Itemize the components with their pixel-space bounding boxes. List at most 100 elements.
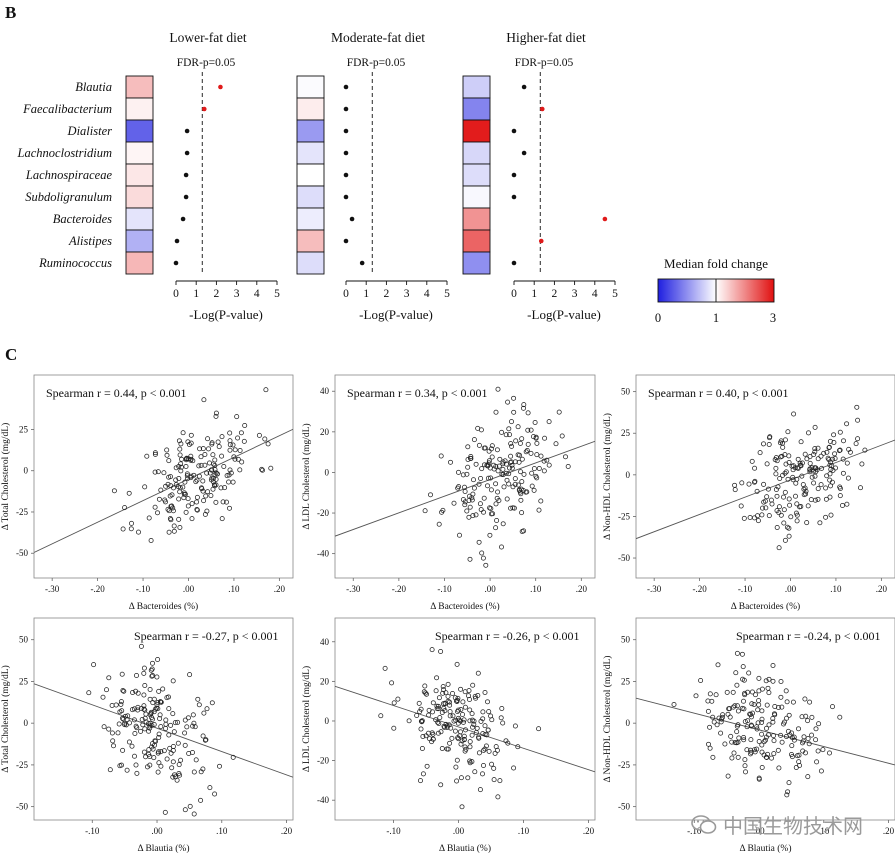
data-point <box>190 712 196 718</box>
data-point <box>120 688 126 693</box>
data-point <box>762 737 768 743</box>
data-point <box>188 432 194 438</box>
data-point <box>459 804 465 810</box>
data-point <box>237 467 243 473</box>
data-point <box>152 450 158 456</box>
data-point <box>467 739 473 745</box>
data-point <box>729 755 735 761</box>
data-point <box>171 523 177 529</box>
taxon-label-alistipes: Alistipes <box>68 234 112 248</box>
fdr-label: FDR-p=0.05 <box>515 57 574 69</box>
data-point <box>546 462 552 468</box>
data-point <box>476 442 482 448</box>
data-point <box>382 665 388 671</box>
data-point <box>142 683 148 688</box>
data-point <box>774 508 780 514</box>
data-point <box>219 453 225 459</box>
scatter-plot-1: -.30 -.20 -.10 .00 .10 .20 -50 -25 0 25 Δ Bacteroi… <box>0 374 294 612</box>
data-point <box>766 722 772 728</box>
data-point <box>786 460 792 465</box>
heatmap-cell <box>462 75 491 99</box>
y-tick-label: -25 <box>16 760 28 770</box>
point <box>343 238 349 244</box>
data-point <box>184 471 190 477</box>
heatmap-cell <box>462 141 491 165</box>
data-point <box>101 724 107 730</box>
data-point <box>143 719 149 725</box>
data-point <box>764 725 769 731</box>
data-point <box>155 657 161 662</box>
data-point <box>775 484 781 490</box>
data-point <box>433 717 439 723</box>
data-point <box>740 664 746 670</box>
y-tick-label: -25 <box>16 507 28 517</box>
data-point <box>129 520 134 526</box>
data-point <box>538 453 544 459</box>
data-point <box>161 470 167 476</box>
data-point <box>544 457 550 463</box>
data-point <box>844 421 850 427</box>
data-point <box>155 469 161 475</box>
data-point <box>754 724 760 730</box>
data-point <box>807 467 813 473</box>
taxon-label-lachnospiraceae: Lachnospiraceae <box>25 168 113 182</box>
point <box>521 150 527 156</box>
plot-area <box>34 387 293 553</box>
heatmap-cell <box>125 119 154 143</box>
plot-area <box>636 404 895 551</box>
data-point <box>510 505 516 511</box>
data-point <box>165 506 171 512</box>
data-point <box>716 715 722 721</box>
data-point <box>202 737 208 743</box>
data-point <box>496 463 502 469</box>
data-point <box>730 689 736 695</box>
data-point <box>473 461 479 467</box>
point <box>511 128 517 134</box>
data-point <box>781 721 786 727</box>
data-point <box>125 713 131 719</box>
data-point <box>434 706 440 712</box>
data-point <box>454 778 460 784</box>
scatter-plot-3: -.30 -.20 -.10 .00 .10 .20 -50 -25 0 25 50 Δ Bacter… <box>602 374 895 612</box>
data-point <box>756 702 762 708</box>
data-point <box>499 544 504 550</box>
data-point <box>178 441 184 447</box>
data-point <box>818 453 824 459</box>
data-point <box>119 708 125 714</box>
data-point <box>138 643 144 649</box>
x-tick-label: 1 <box>193 288 199 300</box>
x-tick-label: .00 <box>453 826 465 836</box>
data-point <box>553 441 559 447</box>
data-point <box>764 702 770 708</box>
data-point <box>790 699 796 705</box>
data-point <box>452 728 458 734</box>
data-point <box>204 470 210 476</box>
point <box>343 150 349 156</box>
heatmap-cell <box>125 163 154 187</box>
data-point <box>201 498 207 504</box>
data-point <box>797 460 803 466</box>
point <box>184 128 190 134</box>
data-point <box>132 753 137 759</box>
data-point <box>476 750 482 756</box>
data-point <box>466 693 471 699</box>
data-point <box>741 735 747 740</box>
data-point <box>481 747 487 753</box>
data-point <box>829 463 835 469</box>
data-point <box>456 484 462 490</box>
data-point <box>208 493 214 499</box>
data-point <box>470 682 476 688</box>
data-point <box>430 731 436 737</box>
data-point <box>478 427 484 433</box>
data-point <box>515 482 521 488</box>
data-point <box>135 704 141 710</box>
data-point <box>465 775 471 781</box>
data-point <box>461 733 467 739</box>
data-point <box>519 456 525 462</box>
data-point <box>170 711 176 717</box>
data-point <box>733 670 739 676</box>
data-point <box>748 737 754 743</box>
data-point <box>785 789 791 795</box>
data-point <box>178 468 184 474</box>
data-point <box>237 448 243 453</box>
